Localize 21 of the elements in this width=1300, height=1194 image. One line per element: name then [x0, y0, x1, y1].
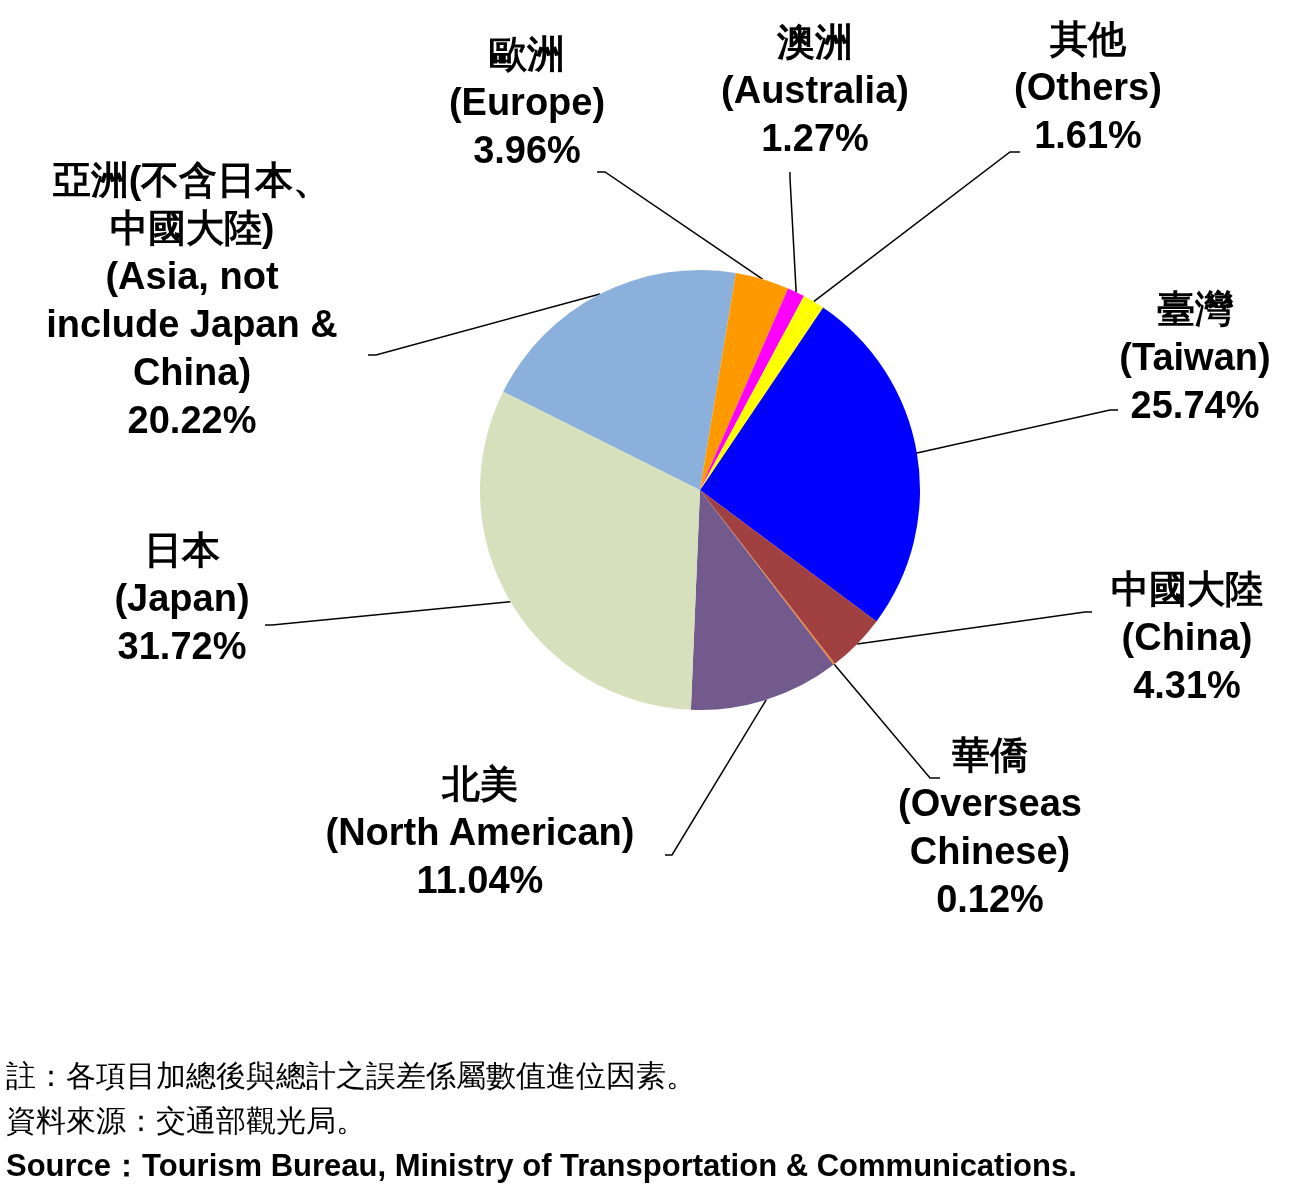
data-label: 4.31% — [1133, 664, 1241, 706]
data-label: 25.74% — [1130, 384, 1260, 426]
data-label: 20.22% — [127, 399, 257, 441]
slice-label: 中國大陸 (China) — [1111, 568, 1263, 658]
text: 註：各項目加總後與總計之誤差係屬數值進位因素。 — [6, 1058, 696, 1092]
slice-label: 北美 (North American) — [325, 763, 635, 853]
slice-label: 日本 (Japan) — [114, 529, 250, 619]
source-note: 資料來源：交通部觀光局。 — [6, 1103, 366, 1137]
data-label: 31.72% — [117, 625, 247, 667]
data-label: 3.96% — [473, 129, 581, 171]
data-label: 1.27% — [761, 117, 869, 159]
slice-label: 亞洲(不含日本、中國大陸) (Asia, not include Japan & China) — [46, 159, 338, 393]
slice-label: 歐洲 (Europe) — [448, 33, 606, 123]
slice-label: 其他 (Others) — [1014, 18, 1162, 108]
slice-label: 澳洲 (Australia) — [721, 21, 909, 111]
slice-label: 華僑 (Overseas Chinese) — [898, 734, 1082, 872]
data-label: 11.04% — [416, 859, 544, 901]
data-label: 0.12% — [936, 878, 1044, 920]
data-label: 1.61% — [1034, 114, 1142, 156]
slice-label: 臺灣 (Taiwan) — [1119, 288, 1271, 378]
source-note: Source：Tourism Bureau, Ministry of Transportation & Communications. — [6, 1148, 1077, 1183]
